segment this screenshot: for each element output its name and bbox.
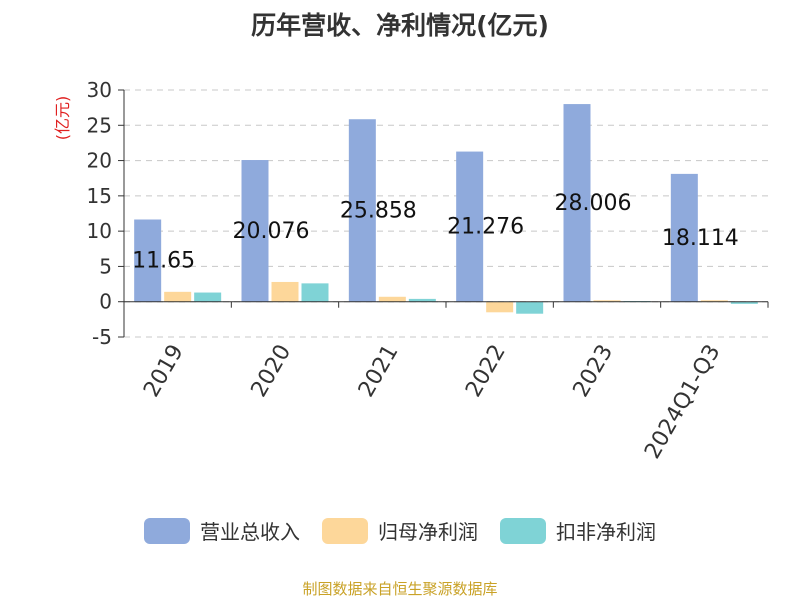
y-tick-label: 5 [99,254,112,278]
legend-item[interactable]: 扣非净利润 [500,516,656,545]
source-note: 制图数据来自恒生聚源数据库 [302,580,498,598]
bar-2 [378,296,406,302]
data-label: 28.006 [555,191,632,216]
y-tick-label: 15 [87,184,112,208]
data-label: 20.076 [233,219,310,244]
legend-item[interactable]: 营业总收入 [144,516,300,545]
bar-2 [486,301,514,313]
bar-2 [164,291,192,302]
data-label: 25.858 [340,198,417,223]
y-tick-label: 25 [87,113,112,137]
bar-2 [700,300,728,302]
y-tick-label: 20 [87,149,112,173]
bar-2 [593,300,621,302]
bar-1 [563,104,591,302]
bar-1 [241,160,269,302]
bar-3 [516,301,544,314]
bar-3 [301,283,329,302]
chart-title: 历年营收、净利情况(亿元) [251,11,549,40]
bar-3 [730,301,758,304]
legend-swatch [322,517,368,544]
x-tick-label: 2019 [139,341,189,402]
legend-swatch [500,517,546,544]
data-label: 21.276 [447,215,524,240]
legend: 营业总收入 归母净利润 扣非净利润 [0,516,800,545]
x-tick-label: 2024Q1-Q3 [640,341,725,464]
y-tick-label: 0 [99,290,112,314]
x-tick-label: 2020 [247,341,297,402]
bar-1 [456,151,484,302]
legend-label: 营业总收入 [200,520,300,544]
y-tick-label: 30 [87,78,112,102]
y-axis-label: (亿元) [53,96,72,141]
legend-label: 扣非净利润 [556,520,656,544]
x-tick-label: 2022 [461,341,511,402]
y-tick-label: -5 [92,325,112,349]
bar-2 [271,281,299,302]
bar-3 [194,292,222,302]
x-tick-label: 2021 [354,341,404,402]
bar-1 [348,119,376,302]
legend-item[interactable]: 归母净利润 [322,516,478,545]
bar-1 [134,219,162,302]
legend-swatch [144,517,190,544]
legend-label: 归母净利润 [378,520,478,544]
bar-3 [408,298,436,302]
x-tick-label: 2023 [569,341,619,402]
data-label: 18.114 [662,226,739,251]
y-tick-label: 10 [87,219,112,243]
bar-1 [670,173,698,302]
data-label: 11.65 [132,249,195,274]
